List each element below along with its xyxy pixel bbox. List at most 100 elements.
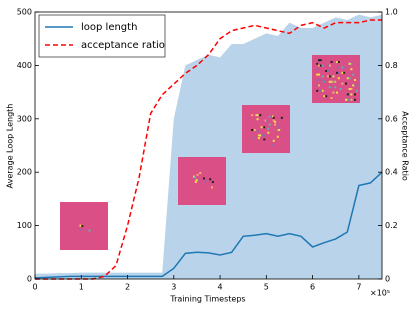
inset-pixel [272,139,275,142]
inset-pixel [345,98,347,101]
inset-pixel [194,181,197,183]
inset-pixel [318,64,320,67]
inset-pixel [263,138,266,141]
inset-pixel [253,129,256,131]
inset-pixel [259,134,262,137]
inset-pixel [346,98,349,101]
inset-pixel [268,123,271,126]
inset-pixel [321,89,324,92]
inset-pixel [79,228,82,231]
inset-pixel [348,62,351,65]
inset-pixel [316,73,319,76]
inset-pixel [350,98,353,101]
inset-pixel [348,88,351,90]
inset-pixel [276,124,279,127]
inset-pixel [272,119,275,122]
y-tick-label: 200 [17,168,32,177]
inset-pixel [260,126,263,129]
inset-pixel [267,127,270,130]
y-axis-label: Average Loop Length [6,104,15,189]
inset-pixel [267,131,270,134]
inset-pixel [334,86,337,89]
inset-pixel [319,64,322,67]
y2-tick-label: 0.2 [385,221,398,230]
x-tick-label: 5 [264,283,269,292]
inset-pixel [336,91,338,94]
x-tick-label: 0 [32,283,37,292]
inset-pixel [318,73,320,76]
inset-pixel [256,114,259,117]
inset-pixel [209,178,212,181]
plot-frame [34,11,383,280]
inset-pixel [271,143,274,146]
inset-pixel [319,59,322,62]
inset-pixel [261,134,264,137]
inset-pixel [257,137,260,140]
inset-pixel [81,225,84,228]
y-tick-label: 300 [17,114,32,123]
y-tick-label: 100 [17,221,32,230]
inset-pixel [274,123,277,126]
inset-pixel [341,71,344,74]
series-line [34,171,383,279]
inset-pixel [318,79,320,81]
inset-pixel [211,186,213,189]
inset-pixel [352,84,355,87]
inset-pixel [259,114,262,117]
inset-pixel [278,129,281,131]
y-tick-label: 400 [17,61,32,70]
inset-pixel [350,88,353,90]
inset-pixel [341,66,344,69]
inset-pixel [271,115,274,118]
inset-pixel [270,115,273,118]
inset-pixel [255,114,258,117]
inset-pixel [343,71,346,74]
inset-pixel [352,73,355,76]
inset-pixel [332,80,335,83]
legend-box [38,14,166,58]
inset-pixel [280,116,283,119]
inset-pixel [350,68,353,71]
y2-tick-label: 0 [385,275,390,284]
inset-pixel [328,86,331,89]
inset-pixel [337,77,340,80]
inset-pixel [272,116,275,119]
x-tick-label: 1 [79,283,84,292]
inset-pixel [264,119,267,122]
inset-pixel [354,98,356,101]
inset-pixel [354,93,356,96]
inset-pixel [346,93,349,96]
inset-pixel [337,61,340,63]
inset-pixel [330,75,333,78]
inset-pixel [321,75,324,78]
inset-pixel [334,80,337,83]
inset-pixel [327,75,329,78]
inset-pixel [199,172,202,174]
inset-pixel [330,61,333,63]
inset-image [60,202,108,250]
inset-pixel [332,91,335,94]
inset-pixel [196,173,199,176]
inset-pixel [339,88,342,90]
inset-pixel [354,79,356,81]
x-multiplier: ×10⁵ [370,289,390,298]
inset-pixel [211,181,214,183]
inset-pixel [337,66,340,69]
y-tick-label: 0 [27,275,32,284]
inset-pixel [316,84,319,87]
inset-pixel [257,134,260,137]
inset-pixel [316,62,319,65]
inset-pixel [346,77,349,80]
y2-tick-label: 0.4 [385,168,398,177]
inset-pixel [318,84,320,87]
inset-pixel [325,95,328,98]
x-tick-label: 3 [171,283,176,292]
inset-pixel [276,129,279,131]
inset-pixel [348,77,351,80]
inset-pixel [323,95,326,98]
inset-pixel [341,82,344,85]
x-tick-label: 4 [218,283,223,292]
inset-pixel [251,129,254,131]
